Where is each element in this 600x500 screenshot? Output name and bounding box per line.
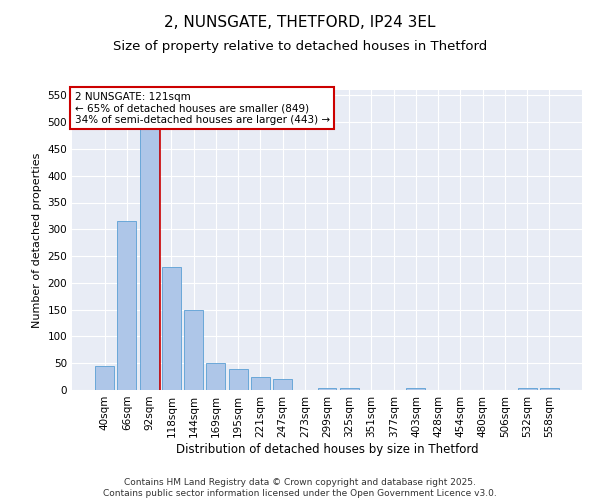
Text: 2, NUNSGATE, THETFORD, IP24 3EL: 2, NUNSGATE, THETFORD, IP24 3EL: [164, 15, 436, 30]
Bar: [118, 221, 136, 390]
Bar: [518, 388, 536, 390]
Bar: [406, 388, 425, 390]
X-axis label: Distribution of detached houses by size in Thetford: Distribution of detached houses by size …: [176, 442, 478, 456]
Bar: [206, 363, 225, 390]
Bar: [229, 368, 248, 390]
Bar: [184, 310, 203, 390]
Bar: [340, 388, 359, 390]
Bar: [317, 388, 337, 390]
Text: Contains HM Land Registry data © Crown copyright and database right 2025.
Contai: Contains HM Land Registry data © Crown c…: [103, 478, 497, 498]
Bar: [95, 366, 114, 390]
Bar: [251, 376, 270, 390]
Bar: [162, 267, 181, 390]
Y-axis label: Number of detached properties: Number of detached properties: [32, 152, 42, 328]
Bar: [273, 380, 292, 390]
Text: Size of property relative to detached houses in Thetford: Size of property relative to detached ho…: [113, 40, 487, 53]
Bar: [540, 388, 559, 390]
Text: 2 NUNSGATE: 121sqm
← 65% of detached houses are smaller (849)
34% of semi-detach: 2 NUNSGATE: 121sqm ← 65% of detached hou…: [74, 92, 329, 124]
Bar: [140, 128, 158, 390]
